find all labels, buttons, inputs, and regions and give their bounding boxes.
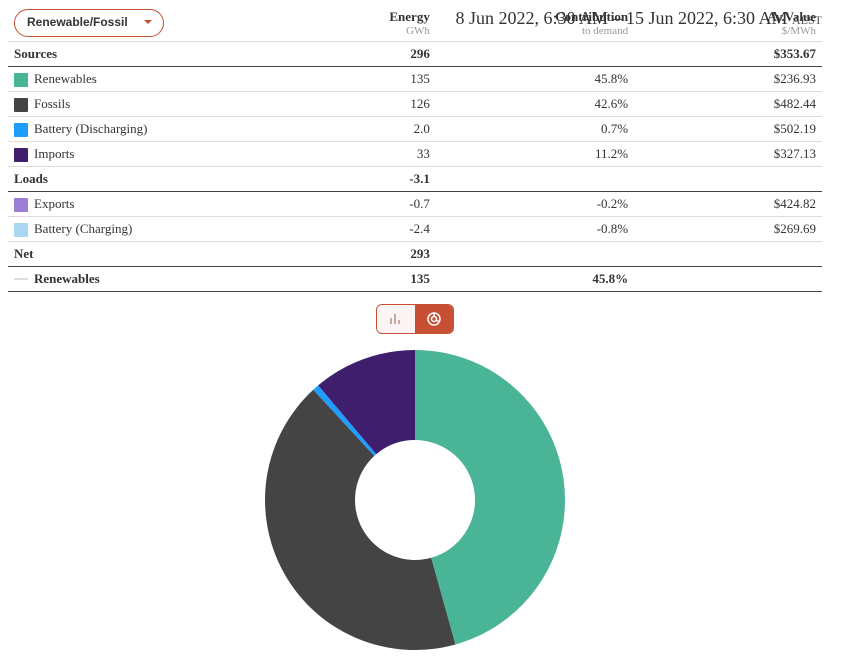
view-toggle-donut[interactable]	[415, 305, 453, 333]
section-avvalue: $353.67	[634, 42, 822, 67]
row-energy: -2.4	[321, 217, 436, 242]
row-avvalue: $424.82	[634, 192, 822, 217]
row-contribution: -0.8%	[436, 217, 634, 242]
view-toggle	[376, 304, 454, 334]
row-contribution: 0.7%	[436, 117, 634, 142]
row-energy: 33	[321, 142, 436, 167]
grouping-select-value: Renewable/Fossil	[27, 15, 128, 29]
section-contribution	[436, 167, 634, 192]
section-header: Loads-3.1	[8, 167, 822, 192]
color-swatch	[14, 198, 28, 212]
view-toggle-bar[interactable]	[377, 305, 415, 333]
section-contribution	[436, 42, 634, 67]
section-energy: -3.1	[321, 167, 436, 192]
row-contribution: 45.8%	[436, 67, 634, 92]
donut-chart	[265, 350, 565, 650]
table-row[interactable]: Imports3311.2%$327.13	[8, 142, 822, 167]
table-row[interactable]: Renewables13545.8%$236.93	[8, 67, 822, 92]
row-label: Renewables	[8, 67, 321, 92]
net-energy: 293	[321, 242, 436, 267]
row-energy: 2.0	[321, 117, 436, 142]
chevron-down-icon	[143, 16, 153, 30]
grouping-select[interactable]: Renewable/Fossil	[14, 9, 164, 37]
row-label: Exports	[8, 192, 321, 217]
section-title: Loads	[8, 167, 321, 192]
summary-label: Renewables	[8, 267, 321, 292]
net-label: Net	[8, 242, 321, 267]
row-label: Battery (Charging)	[8, 217, 321, 242]
row-contribution: -0.2%	[436, 192, 634, 217]
col-energy: Energy GWh	[321, 5, 436, 42]
summary-contribution: 45.8%	[436, 267, 634, 292]
row-energy: -0.7	[321, 192, 436, 217]
row-contribution: 42.6%	[436, 92, 634, 117]
color-swatch	[14, 98, 28, 112]
row-avvalue: $482.44	[634, 92, 822, 117]
row-label: Battery (Discharging)	[8, 117, 321, 142]
donut-chart-icon	[426, 311, 442, 327]
line-swatch	[14, 278, 28, 280]
color-swatch	[14, 123, 28, 137]
summary-row[interactable]: Renewables13545.8%	[8, 267, 822, 292]
table-row[interactable]: Battery (Charging)-2.4-0.8%$269.69	[8, 217, 822, 242]
color-swatch	[14, 148, 28, 162]
row-avvalue: $327.13	[634, 142, 822, 167]
energy-table: Renewable/Fossil Energy GWh Contribution…	[8, 5, 822, 292]
row-avvalue: $502.19	[634, 117, 822, 142]
table-row[interactable]: Fossils12642.6%$482.44	[8, 92, 822, 117]
row-avvalue: $269.69	[634, 217, 822, 242]
section-header: Sources296 $353.67	[8, 42, 822, 67]
color-swatch	[14, 73, 28, 87]
summary-energy: 135	[321, 267, 436, 292]
row-contribution: 11.2%	[436, 142, 634, 167]
net-row: Net293	[8, 242, 822, 267]
section-avvalue	[634, 167, 822, 192]
bar-chart-icon	[389, 312, 403, 326]
section-energy: 296	[321, 42, 436, 67]
row-label: Fossils	[8, 92, 321, 117]
row-avvalue: $236.93	[634, 67, 822, 92]
section-title: Sources	[8, 42, 321, 67]
table-row[interactable]: Battery (Discharging)2.00.7%$502.19	[8, 117, 822, 142]
row-label: Imports	[8, 142, 321, 167]
row-energy: 126	[321, 92, 436, 117]
table-row[interactable]: Exports-0.7-0.2%$424.82	[8, 192, 822, 217]
color-swatch	[14, 223, 28, 237]
row-energy: 135	[321, 67, 436, 92]
